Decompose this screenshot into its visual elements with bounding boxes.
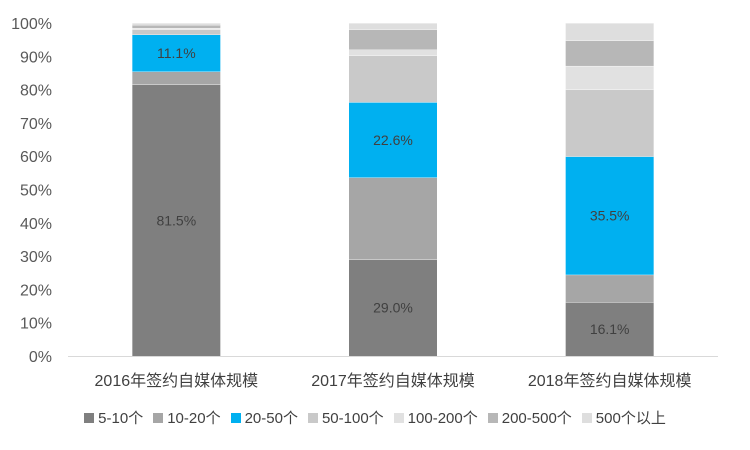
bar-segment xyxy=(132,24,221,28)
legend-swatch xyxy=(307,412,318,423)
bar-segment xyxy=(565,156,654,275)
y-tick-label: 90% xyxy=(20,49,52,66)
bar-segment xyxy=(349,102,437,178)
legend-item: 10-20个 xyxy=(153,407,221,428)
bar-segment xyxy=(349,29,437,50)
bar-segment xyxy=(565,302,654,356)
legend-item: 200-500个 xyxy=(487,407,572,428)
legend-item: 20-50个 xyxy=(230,407,298,428)
data-label: 22.6% xyxy=(373,132,413,148)
y-tick-label: 10% xyxy=(20,316,52,333)
bar-segment xyxy=(132,29,221,35)
legend-item: 5-10个 xyxy=(84,407,143,428)
data-label: 16.1% xyxy=(590,321,630,337)
legend-label: 50-100个 xyxy=(321,410,384,427)
y-tick-label: 80% xyxy=(20,83,52,100)
legend-label: 10-20个 xyxy=(167,410,221,427)
bar-segment xyxy=(565,65,654,90)
data-label: 35.5% xyxy=(590,208,630,224)
legend-label: 20-50个 xyxy=(244,410,298,427)
y-tick-label: 40% xyxy=(20,216,52,233)
legend-label: 500个以上 xyxy=(595,410,666,427)
legend-label: 100-200个 xyxy=(407,410,478,427)
bar-segment xyxy=(132,34,221,72)
y-tick-label: 0% xyxy=(29,349,52,366)
legend-swatch xyxy=(581,412,592,423)
bar-segment xyxy=(565,40,654,66)
y-tick-label: 20% xyxy=(20,282,52,299)
y-tick-label: 70% xyxy=(20,116,52,133)
x-category-label: 2018年签约自媒体规模 xyxy=(528,372,692,390)
y-tick-label: 60% xyxy=(20,149,52,166)
bar-segment xyxy=(349,259,437,356)
bar-segment xyxy=(132,71,221,85)
data-label: 11.1% xyxy=(157,45,196,61)
legend-swatch xyxy=(393,412,404,423)
bar-segment xyxy=(565,89,654,157)
x-category-label: 2016年签约自媒体规模 xyxy=(95,372,259,390)
y-tick-label: 50% xyxy=(20,183,52,200)
y-tick-label: 100% xyxy=(11,16,52,33)
bar-segment xyxy=(349,23,437,30)
legend-label: 5-10个 xyxy=(98,410,144,427)
legend-item: 500个以上 xyxy=(581,407,666,428)
legend-swatch xyxy=(84,412,95,423)
x-category-label: 2017年签约自媒体规模 xyxy=(311,372,475,390)
legend-item: 100-200个 xyxy=(393,407,478,428)
bar-segment xyxy=(349,55,437,103)
legend-swatch xyxy=(487,412,498,423)
legend-item: 50-100个 xyxy=(307,407,384,428)
legend-label: 200-500个 xyxy=(501,410,572,427)
legend-swatch xyxy=(153,412,164,423)
chart-legend: 5-10个 10-20个 20-50个 50-100个 100-200个 200-500个… xyxy=(0,407,750,428)
bar-segment xyxy=(132,84,221,356)
bar-segment xyxy=(349,49,437,56)
y-tick-label: 30% xyxy=(20,249,52,266)
data-label: 29.0% xyxy=(373,300,413,316)
bar-segment xyxy=(132,23,221,25)
data-label: 81.5% xyxy=(156,212,196,228)
bar-segment xyxy=(565,23,654,41)
legend-swatch xyxy=(230,412,241,423)
bar-segment xyxy=(349,177,437,260)
bar-segment xyxy=(565,274,654,303)
bar-segment xyxy=(132,27,221,30)
stacked-bar-chart: 0% 10% 20% 30% 40% 50% 60% 70% 80% 90% 100% 81.5% 11… xyxy=(11,16,718,390)
